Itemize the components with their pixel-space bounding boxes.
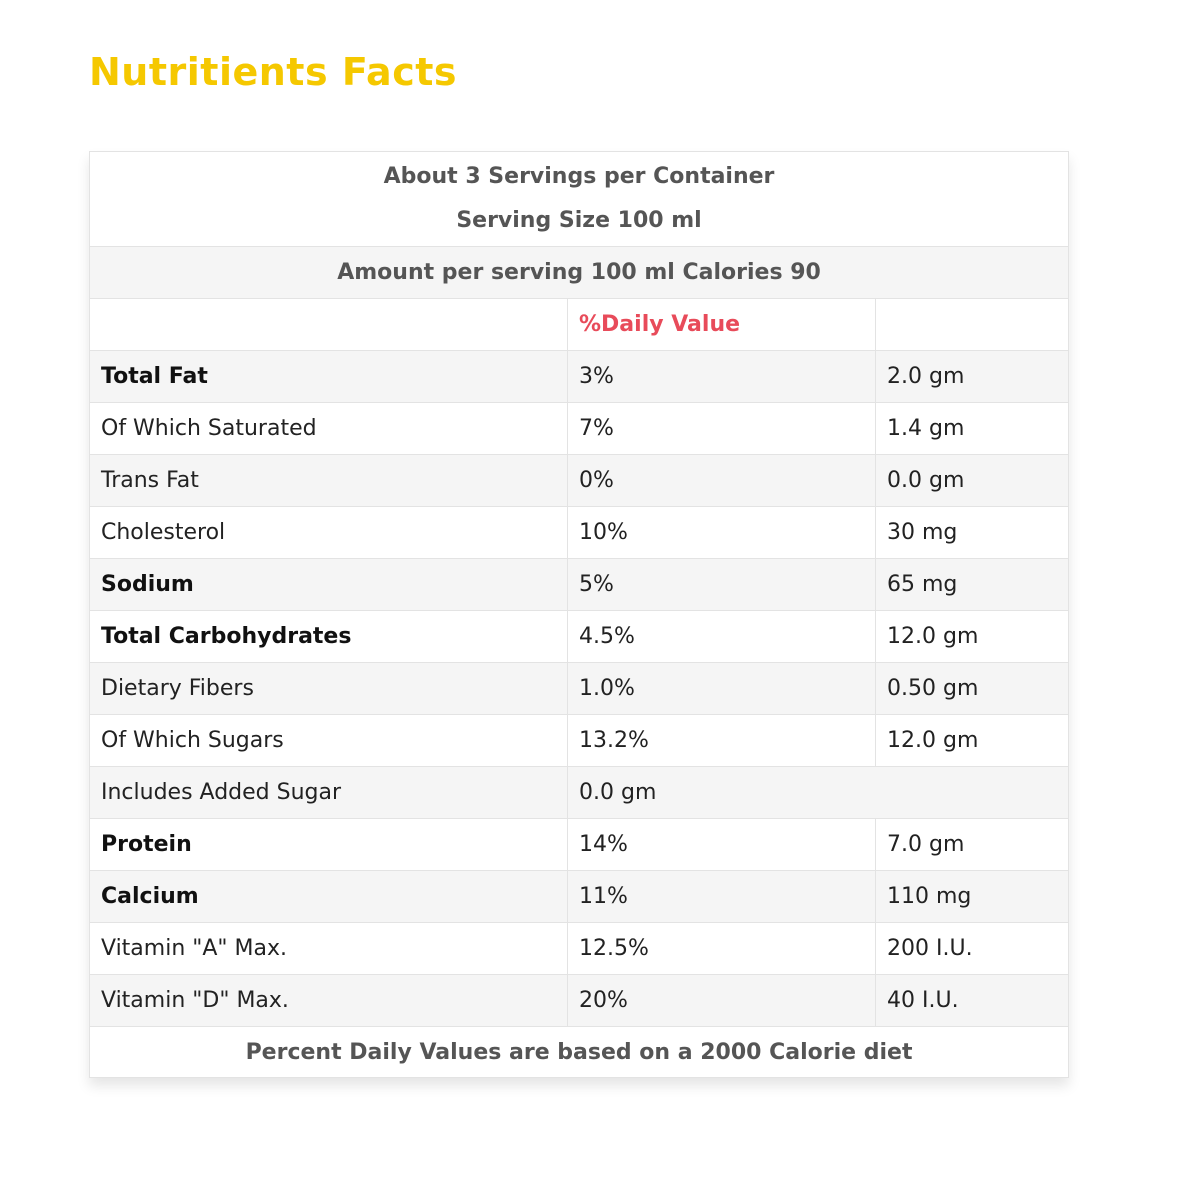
nutrition-facts-table: About 3 Servings per Container Serving S… [88, 151, 1070, 1078]
nutrient-amount: 12.0 gm [874, 610, 1070, 663]
servings-header-cell: About 3 Servings per Container Serving S… [88, 151, 1070, 247]
daily-value: 20% [567, 974, 876, 1027]
nutrient-row: Calcium 11% 110 mg [89, 870, 1070, 923]
servings-header-row: About 3 Servings per Container Serving S… [88, 151, 1070, 247]
nutrient-row: Includes Added Sugar 0.0 gm [89, 766, 1070, 819]
nutrient-amount: 40 I.U. [874, 974, 1070, 1027]
nutrient-name: Includes Added Sugar [89, 766, 568, 819]
nutrient-amount: 2.0 gm [874, 350, 1070, 403]
nutrient-row: Vitamin "D" Max. 20% 40 I.U. [89, 974, 1070, 1027]
nutrient-name: Vitamin "D" Max. [89, 974, 568, 1027]
daily-value: 11% [567, 870, 876, 923]
nutrient-row: Protein 14% 7.0 gm [89, 818, 1070, 871]
nutrient-name: Protein [89, 818, 568, 871]
nutrient-name: Of Which Sugars [89, 714, 568, 767]
nutrient-amount: 65 mg [874, 558, 1070, 611]
nutrient-name: Calcium [89, 870, 568, 923]
nutrient-row: Total Carbohydrates 4.5% 12.0 gm [89, 610, 1070, 663]
daily-values-footnote: Percent Daily Values are based on a 2000… [88, 1026, 1070, 1078]
nutrient-amount: 7.0 gm [874, 818, 1070, 871]
daily-value: 4.5% [567, 610, 876, 663]
daily-value: 3% [567, 350, 876, 403]
nutrient-row: Of Which Sugars 13.2% 12.0 gm [89, 714, 1070, 767]
daily-value: 7% [567, 402, 876, 455]
nutrient-amount: 0.0 gm [874, 454, 1070, 507]
nutrient-name: Total Fat [89, 350, 568, 403]
nutrient-row: Dietary Fibers 1.0% 0.50 gm [89, 662, 1070, 715]
nutrient-amount: 30 mg [874, 506, 1070, 559]
nutrient-name: Trans Fat [89, 454, 568, 507]
daily-value: 0% [567, 454, 876, 507]
nutrient-name: Dietary Fibers [89, 662, 568, 715]
nutrient-name: Vitamin "A" Max. [89, 922, 568, 975]
nutrient-name: Of Which Saturated [89, 402, 568, 455]
nutrient-name: Sodium [89, 558, 568, 611]
nutrient-row: Total Fat 3% 2.0 gm [89, 350, 1070, 403]
column-header-row: %Daily Value [89, 298, 1070, 351]
nutrient-row: Sodium 5% 65 mg [89, 558, 1070, 611]
nutrient-amount: 110 mg [874, 870, 1070, 923]
footer-row: Percent Daily Values are based on a 2000… [88, 1026, 1070, 1078]
nutrient-amount: 0.50 gm [874, 662, 1070, 715]
servings-per-container: About 3 Servings per Container [383, 164, 775, 189]
daily-value: 1.0% [567, 662, 876, 715]
daily-value: 5% [567, 558, 876, 611]
daily-value: 13.2% [567, 714, 876, 767]
daily-value: 12.5% [567, 922, 876, 975]
daily-value: 0.0 gm [566, 766, 1070, 819]
nutrient-row: Of Which Saturated 7% 1.4 gm [89, 402, 1070, 455]
daily-value-header: %Daily Value [567, 298, 876, 351]
daily-value: 14% [567, 818, 876, 871]
page-title: Nutritients Facts [89, 50, 457, 94]
amount-per-serving-row: Amount per serving 100 ml Calories 90 [88, 246, 1070, 299]
nutrient-row: Vitamin "A" Max. 12.5% 200 I.U. [89, 922, 1070, 975]
daily-value: 10% [567, 506, 876, 559]
column-header-empty [89, 298, 568, 351]
nutrient-amount: 200 I.U. [874, 922, 1070, 975]
nutrient-name: Cholesterol [89, 506, 568, 559]
nutrient-amount: 1.4 gm [874, 402, 1070, 455]
amount-per-serving: Amount per serving 100 ml Calories 90 [88, 246, 1070, 299]
nutrient-name: Total Carbohydrates [89, 610, 568, 663]
serving-size: Serving Size 100 ml [456, 208, 702, 233]
column-header-empty [874, 298, 1070, 351]
nutrient-row: Cholesterol 10% 30 mg [89, 506, 1070, 559]
nutrient-row: Trans Fat 0% 0.0 gm [89, 454, 1070, 507]
nutrient-amount: 12.0 gm [874, 714, 1070, 767]
